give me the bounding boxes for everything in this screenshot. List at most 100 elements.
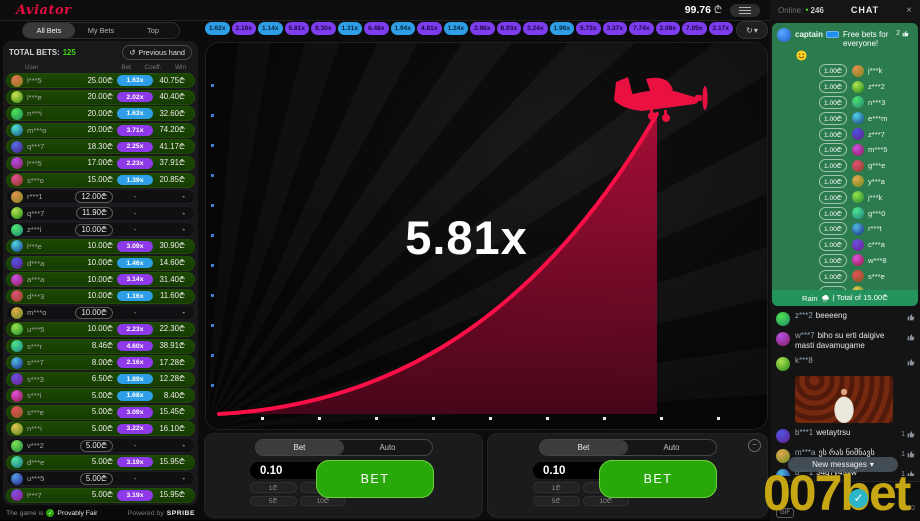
row-user: d***a xyxy=(27,258,45,268)
user-avatar xyxy=(11,373,23,386)
history-chip[interactable]: 2.17x xyxy=(708,22,733,35)
table-column-headers: User Bet Coeff. Win xyxy=(3,62,198,73)
history-chip[interactable]: 5.81x xyxy=(284,22,309,35)
user-avatar xyxy=(11,240,23,253)
table-row: v***2 5.00₾ - - xyxy=(6,438,195,454)
row-win: 12.28₾ xyxy=(159,374,185,384)
history-chip[interactable]: 4.81x xyxy=(417,22,442,35)
close-icon[interactable]: × xyxy=(906,4,912,16)
history-chip[interactable]: 1.96x xyxy=(549,22,574,35)
previous-hand-label: Previous hand xyxy=(138,48,185,57)
quick-amount-button[interactable]: 1₾ xyxy=(250,482,297,493)
bet-button[interactable]: BET xyxy=(599,460,717,498)
quick-amount-button[interactable]: 10₾ xyxy=(582,495,629,506)
tab-auto[interactable]: Auto xyxy=(379,443,396,452)
history-chip[interactable]: 3.24x xyxy=(523,22,548,35)
new-messages-button[interactable]: New messages ▾ xyxy=(788,457,898,472)
pinned-likes[interactable]: 2 xyxy=(896,30,909,37)
history-chip[interactable]: 5.73x xyxy=(576,22,601,35)
row-user: q***7 xyxy=(27,142,45,152)
like-button[interactable] xyxy=(907,333,915,341)
history-chip[interactable]: 8.93x xyxy=(496,22,521,35)
history-chip[interactable]: 3.96x xyxy=(470,22,495,35)
like-button[interactable] xyxy=(907,313,915,321)
rain-total: | Total of 15.00₾ xyxy=(832,293,889,302)
like-button[interactable]: 1 xyxy=(901,470,915,476)
history-chip[interactable]: 2.08x xyxy=(655,22,680,35)
claim-avatar xyxy=(852,143,864,156)
quick-amount-button[interactable]: 5₾ xyxy=(250,495,297,506)
previous-hand-button[interactable]: ↺ Previous hand xyxy=(122,45,192,60)
history-chip[interactable]: 1.94x xyxy=(390,22,415,35)
row-win: - xyxy=(182,225,185,235)
row-bet: 25.00₾ xyxy=(87,75,113,85)
like-button[interactable]: 1 xyxy=(901,430,915,438)
row-win: 15.95₾ xyxy=(159,457,185,467)
claim-avatar xyxy=(852,270,864,283)
row-bet-pill: 10.00₾ xyxy=(75,306,113,319)
gif-button[interactable]: GIF xyxy=(776,508,794,518)
like-count: 1 xyxy=(901,450,905,458)
claim-user: z***7 xyxy=(868,129,885,139)
bet-amount-value[interactable]: 0.10 xyxy=(260,464,283,477)
history-chip[interactable]: 6.48x xyxy=(364,22,389,35)
hamburger-menu-icon[interactable] xyxy=(730,3,760,17)
tab-bet[interactable]: Bet xyxy=(539,440,628,455)
history-chips: 1.62x 2.16x 1.14x 5.81x 9.30x 1.31x 6.48x 1.94x… xyxy=(205,22,733,38)
history-chip[interactable]: 7.05x xyxy=(682,22,707,35)
col-coeff: Coeff. xyxy=(144,64,162,71)
like-count: 1 xyxy=(901,430,905,438)
rain-claim-row: 1.00₾ c***a xyxy=(772,237,918,253)
row-user: l***7 xyxy=(27,490,42,500)
history-chip[interactable]: 9.30x xyxy=(311,22,336,35)
row-bet: 8.00₾ xyxy=(91,357,113,367)
history-chip[interactable]: 3.37x xyxy=(602,22,627,35)
history-dropdown-button[interactable]: ↻ ▾ xyxy=(736,21,768,39)
rain-claim-row: 1.00₾ r***t xyxy=(772,221,918,237)
tab-my-bets[interactable]: My Bets xyxy=(87,26,115,35)
history-chip[interactable]: 2.16x xyxy=(231,22,256,35)
current-multiplier: 5.81x xyxy=(405,211,528,264)
message-avatar xyxy=(776,357,790,371)
provably-fair-link[interactable]: Provably Fair xyxy=(57,509,98,517)
history-chip[interactable]: 1.24x xyxy=(443,22,468,35)
bet-amount-value[interactable]: 0.10 xyxy=(543,464,566,477)
tab-bet[interactable]: Bet xyxy=(255,440,344,455)
row-win: 15.45₾ xyxy=(159,407,185,417)
rain-total-bar: Rain | Total of 15.00₾ xyxy=(772,290,918,306)
like-button[interactable]: 1 xyxy=(901,450,915,458)
tab-auto[interactable]: Auto xyxy=(663,443,680,452)
spribe-logo: SPRIBE xyxy=(166,509,195,517)
row-user: u***5 xyxy=(27,324,45,334)
row-user: s***7 xyxy=(27,358,44,368)
history-chip[interactable]: 7.74x xyxy=(629,22,654,35)
history-clock-icon: ↺ xyxy=(129,48,136,57)
bet-button[interactable]: BET xyxy=(316,460,434,498)
history-chip[interactable]: 1.62x xyxy=(205,22,230,35)
bets-panel: TOTAL BETS: 125 ↺ Previous hand User Bet … xyxy=(3,41,198,505)
bets-tabs: All Bets My Bets Top xyxy=(22,22,180,39)
user-avatar xyxy=(11,340,23,352)
quick-amount-button[interactable]: 10₾ xyxy=(299,495,346,506)
row-bet-pill: 10.00₾ xyxy=(75,223,113,236)
table-row: u***5 10.00₾ 2.23x 22.30₾ xyxy=(6,321,195,337)
history-chip[interactable]: 1.14x xyxy=(258,22,283,35)
row-bet: 5.00₾ xyxy=(67,439,113,452)
quick-amount-button[interactable]: 1₾ xyxy=(533,482,580,493)
user-avatar xyxy=(11,356,23,369)
row-coeff: 1.46x xyxy=(113,257,157,269)
coeff-chip: 2.16x xyxy=(117,357,153,368)
like-button[interactable] xyxy=(907,358,915,366)
row-user: z***i xyxy=(27,225,42,235)
tab-all-bets[interactable]: All Bets xyxy=(23,23,75,38)
quick-amount-button[interactable]: 5₾ xyxy=(533,495,580,506)
rain-label: Rain xyxy=(801,293,818,303)
collapse-panel-icon[interactable]: − xyxy=(748,439,761,452)
row-user: s***o xyxy=(27,175,44,185)
history-chip[interactable]: 1.31x xyxy=(337,22,362,35)
history-clock-icon: ↻ xyxy=(746,25,753,35)
message-avatar xyxy=(776,469,790,476)
coeff-chip: 1.68x xyxy=(117,390,153,402)
claim-amount: 1.00₾ xyxy=(819,95,847,109)
tab-top[interactable]: Top xyxy=(147,26,159,35)
